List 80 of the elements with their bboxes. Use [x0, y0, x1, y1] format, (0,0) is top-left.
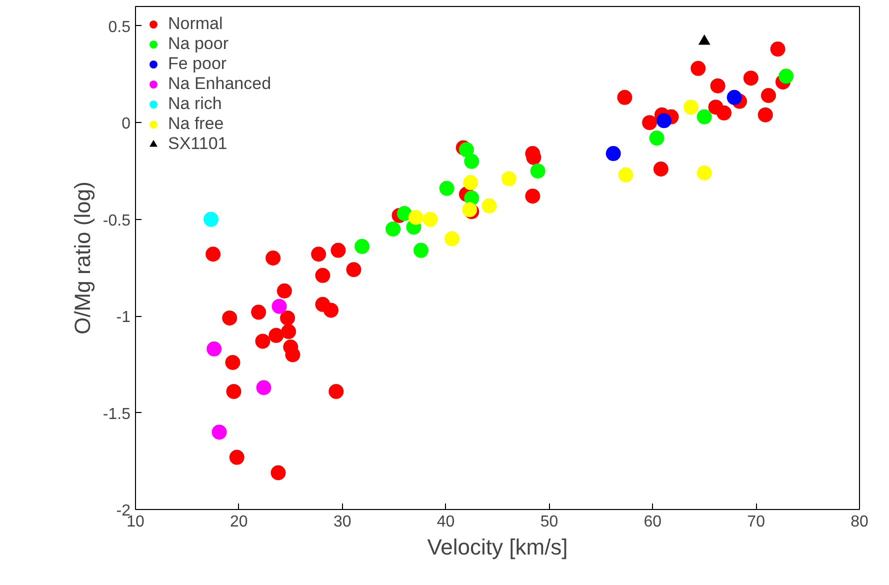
point [225, 354, 240, 370]
point [276, 283, 292, 298]
point [696, 165, 712, 180]
point [256, 380, 272, 396]
point [413, 242, 428, 258]
point [328, 384, 344, 399]
x-tick-label: 20 [230, 514, 248, 530]
point [464, 154, 480, 169]
point [683, 100, 698, 115]
point [618, 167, 634, 182]
point [354, 238, 370, 254]
point [212, 424, 227, 440]
point [525, 188, 540, 204]
point [760, 88, 776, 103]
point [408, 210, 424, 225]
point [280, 310, 296, 326]
point [386, 221, 401, 236]
y-tick-label: 0.5 [108, 18, 131, 36]
point [530, 163, 546, 178]
point [696, 109, 712, 124]
point [315, 268, 330, 283]
point [501, 171, 516, 186]
point [726, 90, 742, 105]
point [330, 242, 346, 258]
point [226, 384, 242, 399]
x-tick-label: 40 [436, 514, 455, 530]
x-tick-label: 30 [333, 514, 352, 530]
y-axis-title: O/Mg ratio (log) [70, 182, 95, 334]
point [710, 78, 726, 94]
legend-label: Normal [168, 14, 223, 34]
point [463, 175, 478, 190]
point [439, 180, 454, 196]
point [251, 304, 266, 320]
x-tick-label: 10 [126, 514, 144, 530]
y-tick-label: -1 [116, 309, 131, 326]
y-tick-label: 0 [122, 116, 131, 133]
point [770, 42, 786, 57]
point [270, 465, 286, 480]
point [272, 298, 287, 314]
legend-label: Na free [168, 114, 224, 134]
point [255, 334, 270, 349]
legend-label: SX1101 [168, 134, 228, 154]
point [606, 146, 621, 162]
x-tick-label: 70 [747, 514, 766, 530]
point [422, 212, 438, 227]
y-tick-label: -0.5 [102, 212, 131, 230]
point [323, 302, 338, 318]
point [617, 90, 632, 105]
point [346, 262, 362, 278]
point [716, 105, 732, 120]
point [653, 162, 668, 176]
point [482, 198, 497, 214]
point [285, 347, 300, 362]
point [206, 341, 222, 356]
point [656, 113, 672, 128]
point [758, 107, 773, 122]
legend-label: Na rich [168, 94, 222, 114]
point [281, 324, 296, 339]
point [268, 328, 284, 343]
x-axis-title: Velocity [km/s] [427, 534, 568, 560]
y-tick-label: -1.5 [102, 406, 131, 423]
x-tick-label: 80 [850, 514, 868, 530]
point [649, 130, 664, 146]
point [229, 450, 244, 465]
point [204, 212, 219, 227]
point [778, 68, 794, 84]
x-tick-label: 50 [540, 514, 558, 530]
point [642, 115, 658, 130]
legend-label: Na poor [168, 34, 228, 54]
point [444, 231, 460, 246]
point [222, 310, 238, 326]
point [458, 142, 474, 158]
point [266, 250, 281, 266]
legend-label: Na Enhanced [168, 74, 272, 94]
point [743, 70, 758, 86]
point [690, 60, 706, 76]
legend-label: Fe poor [168, 54, 227, 74]
point [311, 246, 326, 262]
point [206, 246, 221, 262]
x-tick-label: 60 [644, 514, 662, 530]
